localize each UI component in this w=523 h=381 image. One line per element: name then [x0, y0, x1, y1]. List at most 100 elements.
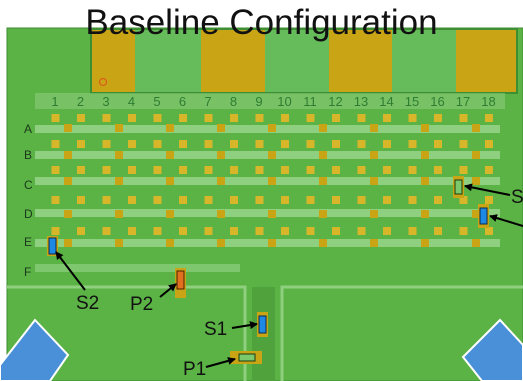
connector-segment	[392, 30, 456, 92]
pad	[217, 239, 225, 247]
pad	[485, 114, 493, 122]
row-trace	[35, 125, 500, 133]
pad	[115, 239, 123, 247]
sensor-right-top	[454, 179, 463, 195]
pad	[485, 227, 493, 235]
pad	[421, 239, 429, 247]
column-number: 11	[303, 94, 317, 109]
pad	[268, 151, 276, 159]
pad	[64, 151, 72, 159]
row-trace	[35, 209, 500, 217]
label-right-top: S	[511, 187, 523, 208]
row-letter: A	[24, 122, 32, 136]
pad	[268, 210, 276, 218]
row-traces	[35, 125, 500, 272]
pad	[281, 114, 289, 122]
column-number: 15	[405, 94, 419, 109]
pad	[77, 227, 85, 235]
pad	[434, 114, 442, 122]
row-letter: F	[24, 265, 31, 279]
pad	[153, 166, 162, 174]
column-number: 3	[102, 94, 109, 109]
pad	[230, 166, 238, 174]
sensor-s1	[258, 315, 267, 334]
pad	[51, 196, 60, 204]
pad	[204, 114, 213, 122]
pad	[421, 177, 429, 185]
channel-right-edge	[280, 285, 523, 381]
connector-segment	[201, 30, 265, 92]
row-trace	[35, 177, 500, 185]
pad	[408, 196, 417, 204]
label-s1: S1	[204, 319, 227, 340]
connector-segment	[456, 30, 516, 92]
connector-segment	[135, 30, 201, 92]
pad	[319, 124, 327, 132]
pad	[383, 227, 391, 235]
pin-hole	[98, 77, 108, 87]
pad	[51, 140, 60, 148]
pad	[115, 124, 123, 132]
pad	[51, 166, 60, 174]
arrow-right-top	[464, 183, 511, 196]
column-number: 12	[328, 94, 342, 109]
pad	[357, 227, 366, 235]
pad	[268, 239, 276, 247]
pad	[332, 114, 340, 122]
pad	[153, 114, 162, 122]
pad	[472, 239, 480, 247]
pad	[204, 166, 213, 174]
pad	[230, 114, 238, 122]
pad	[319, 239, 327, 247]
pad	[472, 177, 480, 185]
pad	[383, 196, 391, 204]
pad	[64, 239, 72, 247]
pad	[179, 227, 187, 235]
pad	[383, 140, 391, 148]
column-header-band	[35, 93, 505, 109]
pad	[166, 239, 174, 247]
pad	[459, 196, 468, 204]
row-letter: C	[24, 178, 33, 192]
pad	[217, 151, 225, 159]
pad	[51, 114, 60, 122]
pad	[64, 124, 72, 132]
pad	[77, 196, 85, 204]
row-letter: D	[24, 207, 33, 221]
pad	[166, 177, 174, 185]
pad	[459, 114, 468, 122]
pad	[255, 140, 264, 148]
pad	[64, 210, 72, 218]
column-number: 16	[430, 94, 444, 109]
pad	[102, 114, 111, 122]
pad	[485, 196, 493, 204]
pad	[370, 177, 378, 185]
pad	[370, 239, 378, 247]
pad	[306, 114, 315, 122]
pad	[115, 151, 123, 159]
pad	[153, 196, 162, 204]
column-number: 2	[77, 94, 84, 109]
pad	[255, 114, 264, 122]
label-p1: P1	[183, 359, 206, 380]
pad	[383, 114, 391, 122]
label-s2: S2	[76, 293, 99, 314]
label-p2: P2	[130, 294, 153, 315]
pad	[268, 124, 276, 132]
pad	[179, 114, 187, 122]
pad	[128, 166, 136, 174]
pad	[204, 196, 213, 204]
connector-segment	[265, 30, 329, 92]
pad	[319, 177, 327, 185]
top-connector	[35, 28, 518, 109]
pad	[319, 210, 327, 218]
pad	[128, 140, 136, 148]
pad	[357, 114, 366, 122]
pad	[421, 124, 429, 132]
pad	[77, 114, 85, 122]
row-trace	[35, 239, 500, 247]
actuator-p2	[176, 270, 185, 290]
pad	[459, 166, 468, 174]
pad	[102, 227, 111, 235]
pad	[115, 210, 123, 218]
